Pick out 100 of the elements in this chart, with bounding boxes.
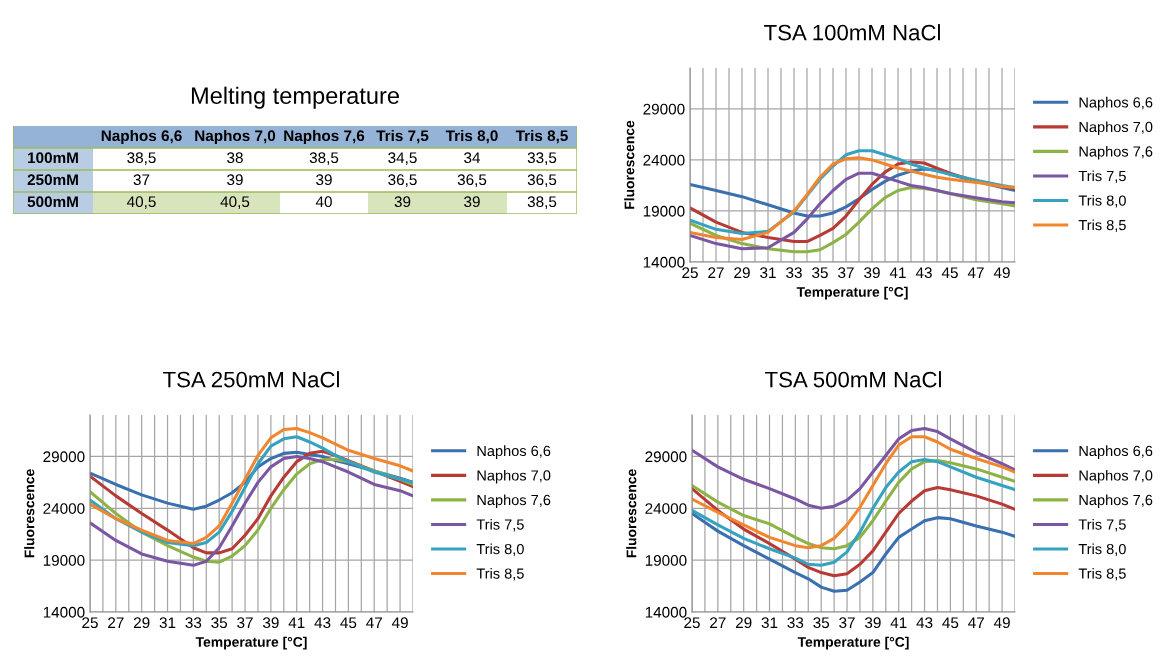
text: 37 xyxy=(133,174,150,186)
x-tick-label: 49 xyxy=(993,267,1010,279)
legend-label: Naphos 7,6 xyxy=(477,494,551,509)
legend-label: Tris 8,5 xyxy=(1078,219,1126,232)
line-series xyxy=(692,459,1015,551)
x-tick-label: 45 xyxy=(340,617,357,629)
text: 38 xyxy=(227,152,243,164)
x-tick-label: 35 xyxy=(211,617,228,629)
x-tick-label: 37 xyxy=(237,617,253,629)
text: 40 xyxy=(315,196,332,208)
x-tick-label: 49 xyxy=(993,617,1010,629)
y-tick-label: 14000 xyxy=(645,606,687,618)
x-tick-label: 25 xyxy=(684,617,700,629)
x-tick-label: 43 xyxy=(314,617,331,629)
y-tick-label: 24000 xyxy=(643,154,685,166)
x-tick-label: 47 xyxy=(366,617,382,628)
legend-label: Tris 8,5 xyxy=(1078,568,1126,581)
x-tick-label: 29 xyxy=(735,617,752,629)
x-tick-label: 27 xyxy=(710,617,726,628)
text: 34,5 xyxy=(388,152,417,165)
text: 39 xyxy=(227,174,243,186)
x-tick-label: 41 xyxy=(890,617,907,628)
x-tick-label: 25 xyxy=(682,267,698,279)
x-tick-label: 39 xyxy=(262,617,279,629)
legend-label: Tris 7,5 xyxy=(1078,518,1126,532)
category-label: Naphos 7,0 xyxy=(195,129,276,145)
text: Melting temperature xyxy=(191,86,399,109)
x-tick-label: 25 xyxy=(82,617,98,629)
category-label: Naphos 6,6 xyxy=(101,129,182,145)
x-tick-label: 29 xyxy=(734,267,750,279)
y-tick-label: 29000 xyxy=(43,451,85,463)
line-series xyxy=(692,511,1015,593)
line-series xyxy=(692,486,1015,578)
legend-label: Tris 7,5 xyxy=(1078,170,1126,183)
text: 36,5 xyxy=(527,174,557,187)
x-tick-label: 49 xyxy=(391,617,408,629)
x-tick-label: 43 xyxy=(916,617,933,629)
legend-label: Naphos 7,0 xyxy=(1079,469,1153,484)
legend-label: Naphos 7,6 xyxy=(1079,494,1153,509)
category-label: Tris 8,5 xyxy=(515,129,568,144)
text: 40,5 xyxy=(126,196,156,209)
x-tick-label: 47 xyxy=(968,617,984,628)
x-tick-label: 33 xyxy=(786,267,802,279)
y-tick-label: 29000 xyxy=(643,103,685,115)
y-tick-label: 19000 xyxy=(43,555,85,566)
x-tick-label: 45 xyxy=(942,617,959,629)
text: 36,5 xyxy=(457,174,487,187)
x-tick-label: 39 xyxy=(864,267,880,279)
text: 36,5 xyxy=(388,174,417,187)
text: 38,5 xyxy=(127,152,156,165)
category-label: 250mM xyxy=(27,174,78,186)
y-tick-label: 24000 xyxy=(43,503,85,514)
legend-label: Naphos 7,0 xyxy=(477,469,551,484)
x-tick-label: 31 xyxy=(760,267,776,279)
x-axis-title: Temperature [°C] xyxy=(797,636,909,650)
x-tick-label: 43 xyxy=(915,267,932,279)
x-tick-label: 35 xyxy=(812,267,828,279)
x-tick-label: 33 xyxy=(787,617,804,629)
legend-label: Naphos 7,0 xyxy=(1079,121,1153,135)
x-tick-label: 35 xyxy=(813,617,830,629)
x-tick-label: 39 xyxy=(864,617,881,629)
category-label: Naphos 7,6 xyxy=(284,129,365,145)
line-series xyxy=(692,435,1015,550)
x-tick-label: 37 xyxy=(838,267,854,279)
legend-label: Naphos 7,6 xyxy=(1079,145,1153,160)
x-tick-label: 27 xyxy=(108,617,124,628)
line-series xyxy=(690,171,1015,251)
x-tick-label: 31 xyxy=(159,617,176,629)
y-axis-title: Fluorescence xyxy=(624,120,635,209)
legend-label: Tris 7,5 xyxy=(476,518,524,532)
line-series xyxy=(692,458,1015,567)
x-tick-label: 31 xyxy=(761,617,778,629)
text: 33,5 xyxy=(527,152,557,165)
x-tick-label: 41 xyxy=(889,267,906,278)
legend-label: Naphos 6,6 xyxy=(1079,96,1153,111)
text: 38,5 xyxy=(527,196,557,209)
x-tick-label: 45 xyxy=(941,267,958,279)
x-axis-title: Temperature [°C] xyxy=(195,636,307,650)
chart-title: TSA 500mM NaCl xyxy=(765,371,941,388)
text: 34 xyxy=(464,152,481,164)
x-tick-label: 47 xyxy=(967,267,984,278)
y-tick-label: 19000 xyxy=(645,555,687,566)
x-tick-label: 27 xyxy=(708,267,724,278)
legend-label: Tris 8,5 xyxy=(476,568,524,581)
text: 38,5 xyxy=(309,152,339,165)
y-axis-title: Fluorescence xyxy=(24,469,35,558)
y-tick-label: 14000 xyxy=(43,606,85,618)
legend-label: Naphos 6,6 xyxy=(1079,445,1153,459)
x-tick-label: 33 xyxy=(185,617,202,629)
legend-label: Tris 8,0 xyxy=(1078,543,1126,556)
chart-title: TSA 100mM NaCl xyxy=(764,24,940,41)
line-series xyxy=(692,426,1015,510)
legend-label: Tris 8,0 xyxy=(476,543,524,556)
text: 39 xyxy=(464,196,480,208)
category-label: 500mM xyxy=(27,196,78,208)
category-label: Tris 8,0 xyxy=(445,129,498,144)
y-tick-label: 29000 xyxy=(645,451,687,463)
x-tick-label: 37 xyxy=(839,617,855,629)
text: 40,5 xyxy=(220,196,250,209)
x-tick-label: 41 xyxy=(288,617,305,628)
